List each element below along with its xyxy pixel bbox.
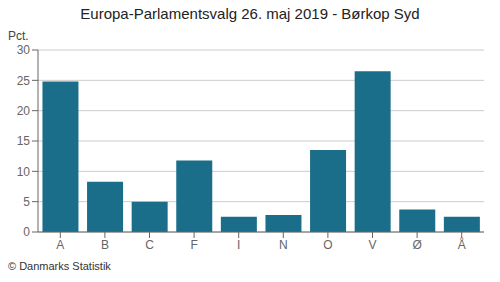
svg-text:0: 0	[23, 225, 30, 239]
svg-text:20: 20	[17, 104, 31, 118]
svg-text:25: 25	[17, 74, 31, 88]
svg-text:N: N	[279, 238, 288, 252]
svg-text:C: C	[145, 238, 154, 252]
svg-text:V: V	[368, 238, 376, 252]
html-text:© Danmarks Statistik: © Danmarks Statistik	[8, 260, 111, 272]
svg-text:B: B	[101, 238, 109, 252]
svg-text:F: F	[190, 238, 197, 252]
svg-text:Å: Å	[458, 237, 466, 252]
svg-text:Ø: Ø	[412, 238, 421, 252]
svg-text:5: 5	[23, 195, 30, 209]
html-text:Pct.: Pct.	[8, 29, 29, 43]
svg-text:I: I	[237, 238, 240, 252]
svg-text:15: 15	[17, 134, 31, 148]
svg-text:O: O	[323, 238, 332, 252]
svg-text:A: A	[56, 238, 64, 252]
html-text:Europa-Parlamentsvalg 26. maj: Europa-Parlamentsvalg 26. maj 2019 - Bør…	[80, 5, 420, 22]
svg-text:10: 10	[17, 165, 31, 179]
svg-text:30: 30	[17, 44, 31, 57]
